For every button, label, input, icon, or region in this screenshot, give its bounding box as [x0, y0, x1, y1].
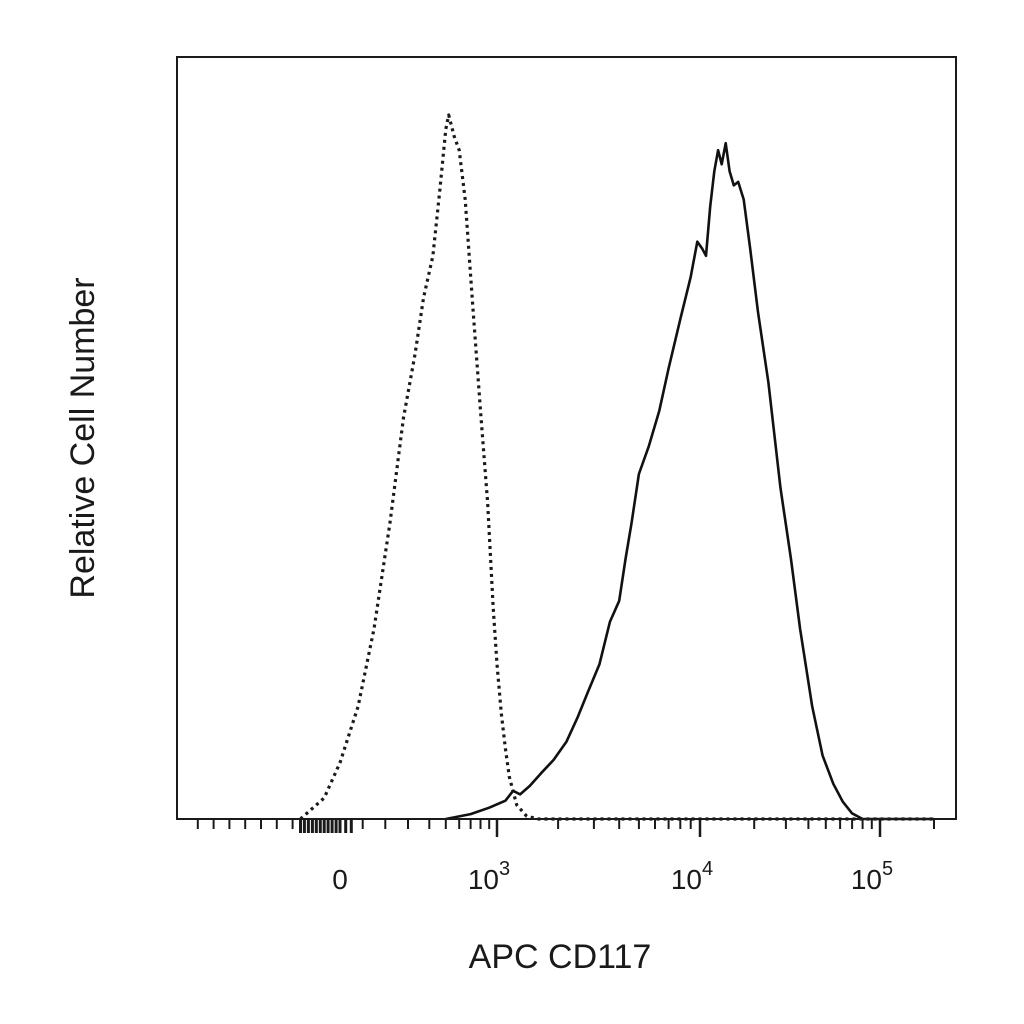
series-line-dotted: [299, 113, 934, 821]
x-axis-title: APC CD117: [469, 938, 652, 976]
series-line-solid: [445, 141, 934, 821]
x-axis-tick-labels: 0 103 104 105: [332, 858, 893, 895]
x-tick-label: 103: [468, 858, 510, 895]
x-axis-ticks: [196, 819, 935, 837]
x-tick-label: 104: [671, 858, 713, 895]
y-axis-title: Relative Cell Number: [64, 277, 102, 598]
series-layer: [299, 113, 934, 821]
x-tick-label: 0: [332, 864, 348, 895]
x-tick-label: 105: [851, 858, 893, 895]
plot-frame: [176, 56, 957, 820]
